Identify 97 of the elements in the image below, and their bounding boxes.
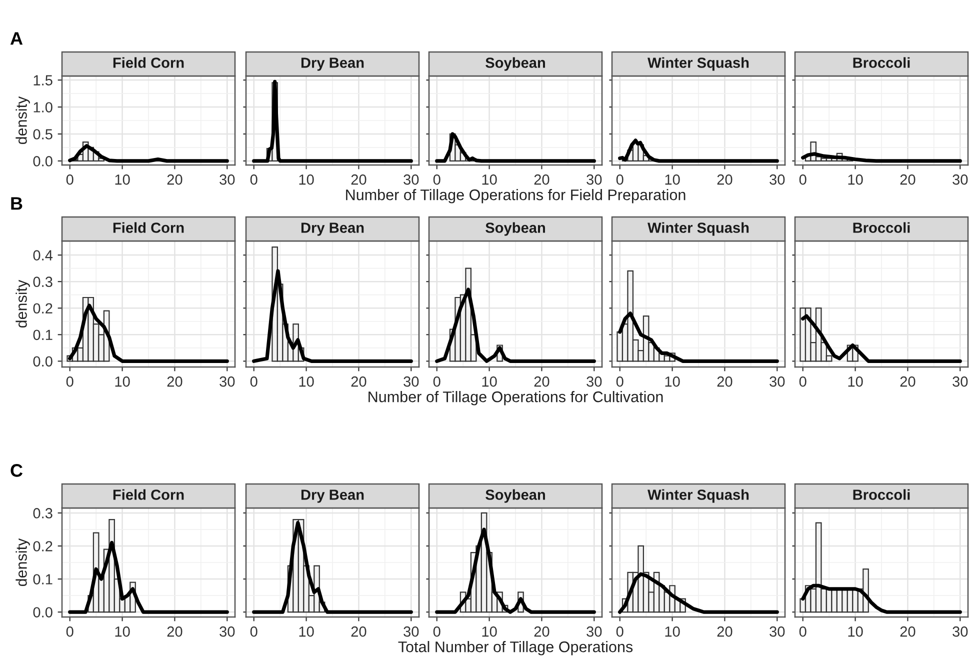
x-tick-label: 0 — [66, 376, 74, 387]
y-tick-label: 0.2 — [33, 303, 52, 314]
x-tick-label: 30 — [770, 626, 785, 637]
chart-title: Winter Squash — [648, 57, 749, 71]
x-tick-label: 0 — [799, 174, 806, 185]
x-tick-label: 30 — [404, 376, 419, 387]
x-tick-label: 10 — [299, 376, 314, 387]
chart-title: Broccoli — [853, 222, 910, 233]
x-tick-label: 20 — [717, 376, 732, 387]
x-tick-label: 30 — [586, 376, 602, 387]
x-axis-title: Number of Tillage Operations for Cultivation — [368, 391, 663, 406]
x-tick-label: 20 — [534, 376, 550, 387]
x-tick-label: 20 — [167, 626, 182, 637]
x-tick-label: 0 — [433, 376, 440, 387]
chart-title: Broccoli — [853, 489, 910, 500]
x-tick-label: 20 — [351, 626, 366, 637]
x-tick-label: 20 — [534, 174, 550, 185]
y-tick-label: 0.0 — [33, 607, 52, 618]
x-tick-label: 0 — [799, 626, 806, 637]
x-tick-label: 10 — [665, 626, 680, 637]
x-tick-label: 20 — [900, 376, 916, 387]
x-tick-label: 0 — [250, 626, 258, 637]
x-tick-label: 30 — [404, 626, 419, 637]
chart-title: Soybean — [486, 222, 545, 236]
x-tick-label: 20 — [534, 626, 550, 637]
x-tick-label: 10 — [115, 626, 130, 637]
x-tick-label: 30 — [770, 376, 785, 387]
chart-title: Broccoli — [853, 57, 910, 68]
x-tick-label: 10 — [115, 174, 130, 185]
y-tick-label: 0.3 — [33, 276, 52, 288]
chart-title: Winter Squash — [648, 222, 749, 236]
x-tick-label: 30 — [952, 174, 968, 185]
y-axis-title: density — [16, 538, 30, 586]
x-tick-label: 30 — [770, 174, 785, 185]
x-tick-label: 10 — [848, 174, 863, 185]
x-tick-label: 20 — [900, 626, 916, 637]
x-tick-label: 0 — [616, 376, 624, 387]
x-tick-label: 10 — [115, 376, 130, 387]
x-axis-title: Number of Tillage Operations for Field Preparation — [346, 189, 686, 204]
x-axis-title: Total Number of Tillage Operations — [398, 641, 633, 656]
y-tick-label: 0.0 — [33, 356, 52, 367]
x-tick-label: 10 — [482, 174, 497, 185]
chart-title: Dry Bean — [301, 58, 364, 71]
x-tick-label: 10 — [848, 626, 863, 637]
x-tick-label: 30 — [586, 626, 602, 637]
x-tick-label: 20 — [351, 376, 366, 387]
y-tick-label: 0.1 — [33, 574, 52, 584]
x-tick-label: 10 — [482, 626, 497, 637]
chart-title: Soybean — [486, 57, 545, 71]
chart-title: Field Corn — [113, 489, 184, 500]
x-tick-label: 20 — [167, 174, 182, 185]
y-tick-label: 0.1 — [33, 330, 52, 340]
text: A — [10, 32, 23, 45]
x-tick-label: 30 — [220, 376, 235, 387]
chart-title: Winter Squash — [648, 489, 749, 503]
x-tick-label: 20 — [351, 174, 366, 185]
x-tick-label: 10 — [848, 376, 863, 387]
x-tick-label: 0 — [799, 376, 806, 387]
y-axis-title: density — [16, 280, 30, 328]
x-tick-label: 0 — [616, 626, 624, 637]
y-tick-label: 1.0 — [34, 102, 52, 112]
text: C — [10, 464, 23, 477]
x-tick-label: 10 — [665, 376, 680, 387]
y-tick-label: 0.5 — [33, 129, 52, 140]
chart-title: Soybean — [486, 489, 545, 503]
x-tick-label: 0 — [433, 626, 440, 637]
x-tick-label: 20 — [167, 376, 182, 387]
chart-title: Field Corn — [113, 57, 184, 68]
x-tick-label: 30 — [404, 174, 419, 185]
x-tick-label: 10 — [482, 376, 497, 387]
x-tick-label: 30 — [952, 376, 968, 387]
x-tick-label: 0 — [250, 376, 258, 387]
chart-title: Field Corn — [113, 222, 184, 233]
x-tick-label: 10 — [299, 626, 314, 637]
x-tick-label: 30 — [220, 174, 235, 185]
y-tick-label: 0.2 — [33, 541, 52, 552]
x-tick-label: 10 — [665, 174, 680, 185]
x-tick-label: 10 — [299, 174, 314, 185]
y-tick-label: 0.3 — [33, 508, 52, 518]
x-tick-label: 0 — [66, 174, 74, 185]
y-tick-label: 1.5 — [34, 75, 52, 86]
x-tick-label: 20 — [717, 626, 732, 637]
x-tick-label: 30 — [586, 174, 602, 185]
x-tick-label: 20 — [900, 174, 916, 185]
x-tick-label: 0 — [250, 174, 258, 185]
chart-title: Dry Bean — [301, 222, 364, 236]
y-axis-title: density — [16, 96, 30, 144]
x-tick-label: 30 — [220, 626, 235, 637]
y-tick-label: 0.4 — [33, 250, 53, 260]
x-tick-label: 0 — [616, 174, 624, 185]
x-tick-label: 20 — [717, 174, 732, 185]
chart-title: Dry Bean — [301, 490, 364, 503]
text: B — [11, 197, 22, 210]
x-tick-label: 30 — [952, 626, 968, 637]
x-tick-label: 0 — [66, 626, 74, 637]
x-tick-label: 0 — [433, 174, 440, 185]
y-tick-label: 0.0 — [33, 156, 52, 166]
